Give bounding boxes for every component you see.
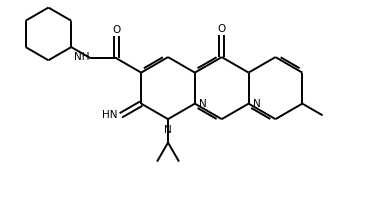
Text: HN: HN — [102, 110, 117, 120]
Text: N: N — [164, 125, 172, 135]
Text: N: N — [200, 99, 207, 109]
Text: O: O — [217, 24, 226, 34]
Text: O: O — [112, 25, 121, 35]
Text: NH: NH — [74, 52, 89, 62]
Text: N: N — [253, 99, 261, 109]
